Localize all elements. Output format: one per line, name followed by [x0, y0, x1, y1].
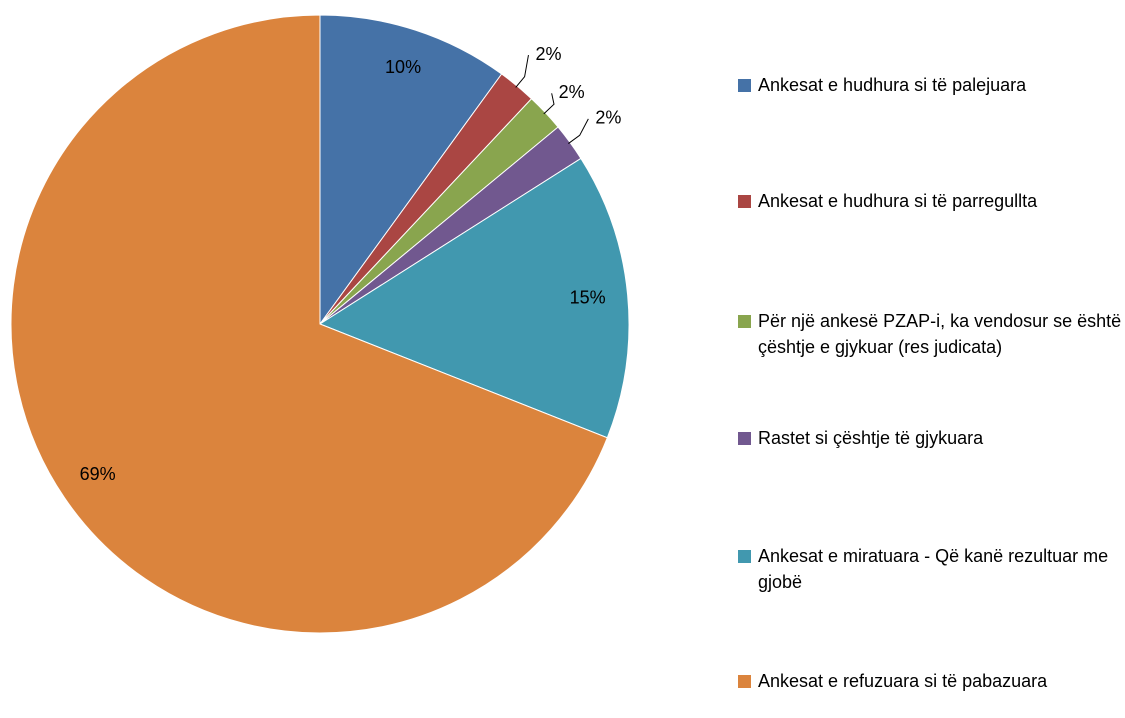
legend-swatch: [738, 195, 751, 208]
pie-slice: [10, 14, 608, 634]
legend-label: Ankesat e hudhura si të parregullta: [758, 191, 1038, 211]
legend-item: Ankesat e hudhura si të parregullta: [738, 188, 1125, 214]
legend-swatch: [738, 550, 751, 563]
data-label: 2%: [535, 44, 561, 64]
legend-swatch: [738, 79, 751, 92]
legend-label: Ankesat e refuzuara si të pabazuara: [758, 671, 1048, 691]
legend-label: Ankesat e miratuara - Që kanë rezultuar …: [758, 546, 1109, 592]
pie-slice: [319, 14, 503, 326]
leader-line: [568, 118, 589, 144]
data-label: 2%: [595, 108, 621, 128]
legend-swatch: [738, 315, 751, 328]
pie-area: 10% 2% 2% 2% 15% 69%: [10, 14, 630, 634]
legend-swatch: [738, 432, 751, 445]
data-label: 69%: [80, 464, 116, 484]
data-label: 10%: [385, 57, 421, 77]
legend-label: Për një ankesë PZAP-i, ka vendosur se ës…: [758, 311, 1122, 357]
legend-item: Ankesat e miratuara - Që kanë rezultuar …: [738, 543, 1125, 595]
pie-slice: [318, 157, 630, 439]
legend-label: Rastet si çështje të gjykuara: [758, 428, 984, 448]
legend-item: Për një ankesë PZAP-i, ka vendosur se ës…: [738, 308, 1125, 360]
leader-line: [515, 55, 529, 88]
data-label: 15%: [570, 287, 606, 307]
legend-label: Ankesat e hudhura si të palejuara: [758, 75, 1027, 95]
leader-line: [543, 93, 555, 115]
data-label: 2%: [559, 82, 585, 102]
legend-item: Ankesat e hudhura si të palejuara: [738, 72, 1125, 98]
legend-item: Ankesat e refuzuara si të pabazuara: [738, 668, 1125, 694]
legend-swatch: [738, 675, 751, 688]
legend-item: Rastet si çështje të gjykuara: [738, 425, 1125, 451]
